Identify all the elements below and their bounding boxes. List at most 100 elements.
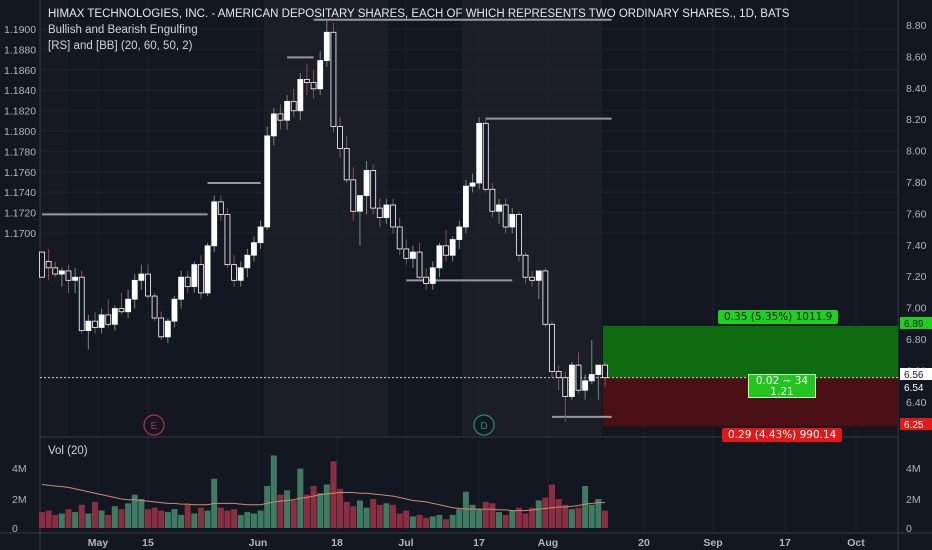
symbol-title[interactable]: HIMAX TECHNOLOGIES, INC. - AMERICAN DEPO… (48, 8, 790, 20)
price-tag-text: 6.25 (904, 420, 924, 431)
candles (39, 19, 608, 422)
candle-body (138, 273, 145, 281)
volume-bar (423, 517, 430, 528)
volume-bar (575, 507, 582, 528)
position-center-box[interactable]: 0.02 ~ 34 1.21 (748, 374, 816, 398)
right-axis-tick: 6.40 (906, 397, 927, 409)
right-axis-tick: 7.80 (906, 177, 927, 189)
volume-bar (350, 506, 357, 528)
volume-bar (582, 485, 589, 528)
candle-body (310, 82, 317, 90)
time-axis-tick: 15 (142, 537, 154, 549)
candle-body (542, 270, 549, 325)
volume-indicator-label[interactable]: Vol (20) (48, 445, 88, 457)
volume-bar (52, 514, 59, 528)
time-axis-tick: 17 (473, 537, 485, 549)
volume-bar (264, 485, 271, 528)
volume-bar (204, 510, 211, 528)
candle-body (535, 270, 542, 281)
candle-body (357, 195, 363, 212)
candle-body (131, 279, 138, 300)
volume-bar (151, 507, 158, 528)
price-tag-bg (900, 418, 932, 430)
volume-bar (449, 514, 456, 528)
candle-body (118, 308, 125, 313)
candle-body (264, 135, 271, 228)
indicator-rs-bb-label[interactable]: [RS] and [BB] (20, 60, 50, 2) (48, 40, 193, 52)
left-axis-tick: 1.1840 (4, 85, 36, 97)
volume-bar (363, 507, 370, 528)
volume-bar (390, 504, 397, 528)
volume-bar (383, 503, 390, 528)
volume-axis-tick-left: 2M (12, 494, 27, 506)
volume-bar (330, 461, 337, 528)
position-center-line2: 1.21 (770, 386, 794, 398)
volume-bar (65, 509, 72, 528)
volume-bar (429, 516, 436, 528)
chart-legend: HIMAX TECHNOLOGIES, INC. - AMERICAN DEPO… (48, 6, 789, 54)
volume-bar (595, 499, 602, 528)
left-axis-tick: 1.1700 (4, 228, 36, 240)
volume-bar (562, 504, 569, 528)
candle-body (476, 122, 483, 184)
candle-body (489, 188, 496, 212)
volume-bar (343, 501, 350, 528)
right-axis-tick: 8.60 (906, 51, 927, 63)
candle-body (330, 31, 337, 127)
volume-axis-tick-right: 2M (906, 494, 921, 506)
indicator-engulfing-label[interactable]: Bullish and Bearish Engulfing (48, 24, 198, 36)
volume-bar (310, 485, 317, 528)
candle-body (158, 317, 165, 338)
candle-body (350, 179, 357, 212)
position-target-zone (603, 325, 898, 378)
candle-body (270, 113, 277, 137)
volume-ma-line (41, 484, 605, 512)
candle-body (284, 100, 290, 121)
volume-bar (403, 510, 410, 528)
right-axis-tick: 6.80 (906, 334, 927, 346)
volume-bar (144, 509, 151, 528)
candle-body (383, 204, 390, 218)
right-axis-tick: 7.40 (906, 240, 927, 252)
candle-body (52, 267, 59, 275)
price-tag-text: 6.56 (904, 370, 924, 381)
volume-bar (244, 512, 251, 528)
left-axis-tick: 1.1760 (4, 167, 36, 179)
candle-body (509, 213, 516, 228)
volume-bar (250, 513, 257, 528)
candle-body (72, 276, 79, 281)
volume-bar (416, 514, 423, 528)
volume-bar (529, 507, 536, 528)
volume-bar (515, 507, 522, 528)
right-axis-tick: 7.60 (906, 208, 927, 220)
candle-body (290, 100, 297, 112)
volume-bar (45, 510, 52, 528)
candle-body (125, 298, 132, 313)
candle-body (171, 298, 178, 322)
volume-bar (197, 507, 204, 528)
time-axis-tick: Sep (703, 537, 722, 549)
volume-bar (224, 510, 231, 528)
candle-body (449, 239, 456, 256)
volume-bar (462, 491, 469, 528)
volume-bar (171, 509, 178, 528)
candle-body (522, 254, 529, 278)
volume-bar (72, 512, 79, 528)
event-marker-label: D (480, 421, 487, 432)
candle-body (164, 320, 171, 338)
candle-body (45, 261, 52, 269)
candle-body (105, 314, 112, 325)
candle-body (244, 254, 251, 269)
stop-label[interactable]: 0.29 (4.43%) 990.14 (722, 428, 843, 442)
candle-body (423, 276, 430, 284)
candle-body (482, 122, 489, 190)
left-axis-tick: 1.1720 (4, 208, 36, 220)
candle-body (323, 31, 330, 61)
volume-bar (85, 513, 92, 528)
time-axis-tick: 18 (331, 537, 343, 549)
target-label[interactable]: 0.35 (5.35%) 1011.9 (718, 310, 839, 324)
volume-bar (131, 494, 138, 528)
time-axis-tick: Jun (249, 537, 268, 549)
volume-bar (509, 510, 516, 528)
